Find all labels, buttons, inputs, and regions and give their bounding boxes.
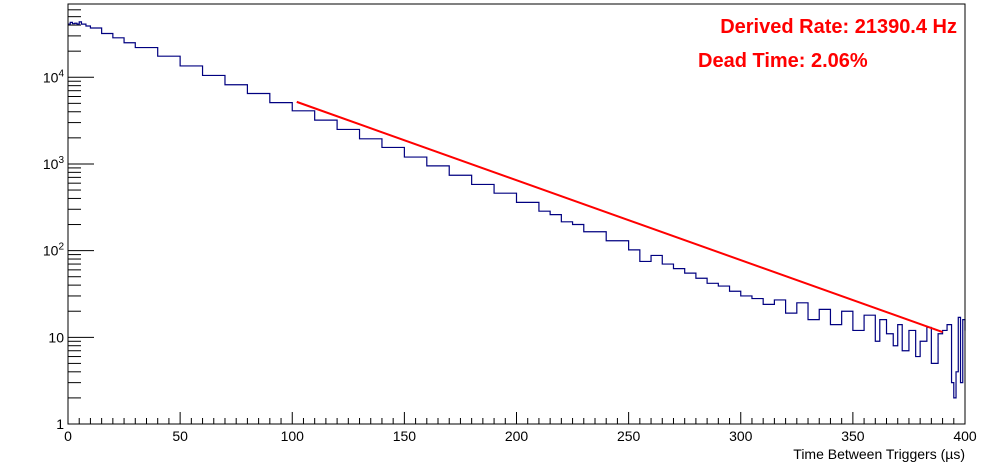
x-axis-title: Time Between Triggers (µs)	[793, 446, 965, 462]
y-tick-label: 102	[43, 242, 65, 259]
x-tick-label: 350	[841, 428, 865, 444]
labels-layer: 0 50 100 150 200 250 300 350 400 1 10 102 103 104	[43, 68, 977, 444]
plot-frame	[67, 3, 966, 425]
x-tick-label: 200	[505, 428, 529, 444]
annotation-dead-time: Dead Time: 2.06%	[698, 50, 868, 72]
x-tick-label: 0	[64, 428, 72, 444]
x-tick-label: 400	[953, 428, 977, 444]
x-tick-label: 150	[393, 428, 417, 444]
y-tick-label: 10	[48, 329, 64, 345]
x-tick-label: 100	[281, 428, 305, 444]
y-tick-label: 1	[56, 416, 64, 432]
series-histogram	[68, 21, 966, 399]
x-tick-label: 250	[617, 428, 641, 444]
x-tick-label: 50	[172, 428, 188, 444]
annotation-derived-rate: Derived Rate: 21390.4 Hz	[720, 16, 957, 38]
y-tick-label: 103	[43, 155, 65, 172]
x-tick-label: 300	[729, 428, 753, 444]
series-layer	[68, 21, 966, 399]
y-tick-label: 104	[43, 68, 65, 85]
series-fit-line	[296, 100, 943, 333]
